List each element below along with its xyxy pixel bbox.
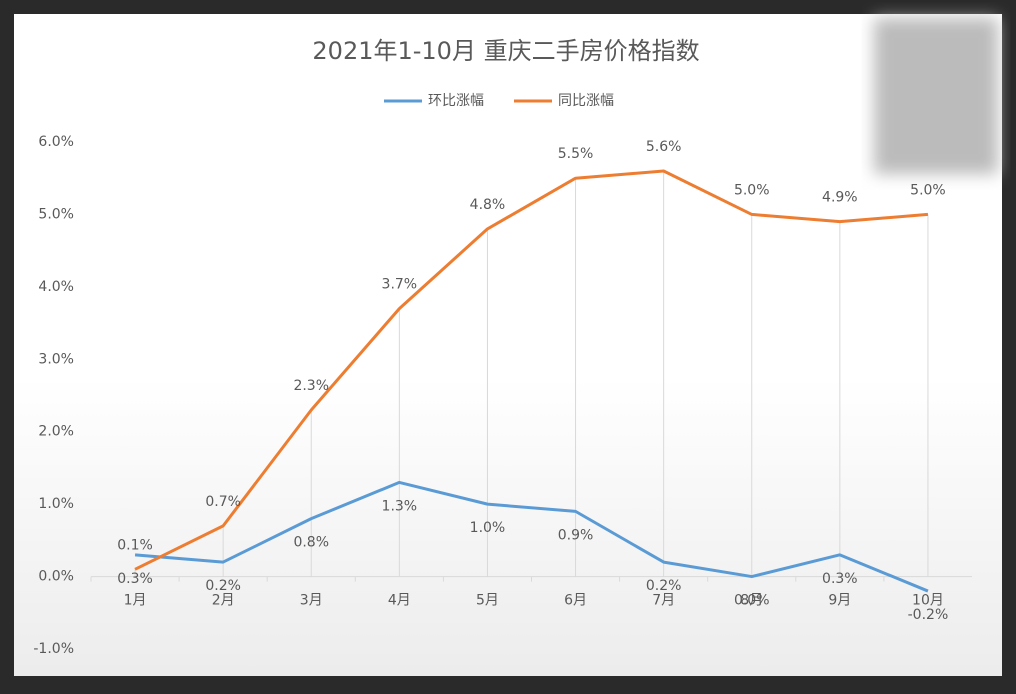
data-label: 1.3%: [382, 498, 418, 514]
chart-background: [14, 14, 1002, 676]
data-label: 0.3%: [117, 571, 153, 587]
data-label: 4.9%: [822, 190, 858, 206]
data-label: 0.1%: [117, 537, 153, 553]
x-tick-label: 8月: [740, 593, 763, 609]
data-label: 5.6%: [646, 139, 682, 155]
data-label: 5.0%: [734, 182, 770, 198]
data-label: 0.2%: [205, 578, 241, 594]
y-tick-label: 0.0%: [38, 569, 74, 585]
series-line: [134, 480, 929, 593]
data-label: 0.0%: [734, 593, 770, 609]
x-tick-label: 1月: [124, 593, 147, 609]
y-tick-label: 2.0%: [38, 424, 74, 440]
data-label: 4.8%: [470, 197, 506, 213]
y-tick-label: 6.0%: [38, 134, 74, 150]
x-tick-label: 4月: [388, 593, 411, 609]
x-tick-label: 7月: [652, 593, 675, 609]
blurred-thumbnail: [874, 18, 998, 174]
chart-title: 2021年1-10月 重庆二手房价格指数: [312, 37, 699, 65]
data-label: 5.5%: [558, 146, 594, 162]
y-tick-label: -1.0%: [33, 641, 74, 657]
y-tick-label: 5.0%: [38, 206, 74, 222]
x-tick-label: 6月: [564, 593, 587, 609]
series-line: [134, 169, 929, 571]
data-label: 0.9%: [558, 527, 594, 543]
x-tick-label: 3月: [300, 593, 323, 609]
data-label: -0.2%: [908, 607, 949, 623]
legend-label: 同比涨幅: [558, 93, 614, 109]
x-tick-label: 10月: [912, 593, 944, 609]
data-label: 5.0%: [910, 182, 946, 198]
y-tick-label: 3.0%: [38, 351, 74, 367]
legend-label: 环比涨幅: [428, 93, 484, 109]
data-label: 0.7%: [205, 494, 241, 510]
data-label: 0.3%: [822, 571, 858, 587]
x-tick-label: 9月: [828, 593, 851, 609]
data-label: 2.3%: [293, 378, 329, 394]
x-tick-label: 5月: [476, 593, 499, 609]
data-label: 0.2%: [646, 578, 682, 594]
y-tick-label: 4.0%: [38, 279, 74, 295]
data-label: 3.7%: [382, 277, 418, 293]
x-tick-label: 2月: [212, 593, 235, 609]
data-label: 1.0%: [470, 520, 506, 536]
data-label: 0.8%: [293, 535, 329, 551]
y-tick-label: 1.0%: [38, 496, 74, 512]
